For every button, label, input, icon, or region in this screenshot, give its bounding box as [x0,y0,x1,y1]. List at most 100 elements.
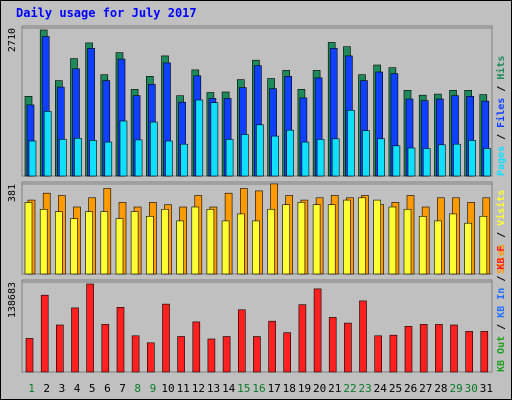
bar-visits-day-10 [161,209,169,275]
x-tick-label-day-20: 20 [313,382,326,395]
bar-visits-day-16 [252,220,260,275]
legend-separator: / [496,128,507,146]
x-tick-label-day-26: 26 [404,382,417,395]
bar-pages-day-29 [453,143,461,177]
legend-visits: Visits [495,190,507,226]
bar-visits-day-29 [449,213,457,275]
bar-kb-f-day-12 [192,321,201,373]
bar-visits-day-8 [130,211,139,275]
bar-kb-f-day-21 [328,317,337,373]
bar-pages-day-15 [241,134,249,177]
x-tick-label-day-11: 11 [177,382,190,395]
bar-visits-day-25 [388,206,397,275]
bar-pages-day-26 [407,147,416,177]
bar-visits-day-15 [237,213,245,275]
legend-kb-f: KB F [496,246,507,270]
bar-kb-f-day-31 [480,331,489,373]
x-tick-label-day-24: 24 [374,382,388,395]
bar-kb-f-day-23 [359,300,367,373]
x-tick-label-day-23: 23 [358,382,371,395]
x-tick-label-day-14: 14 [222,382,236,395]
legend-separator: / [496,318,507,336]
legend-panel-1: Pages / Files / Hits [495,56,507,176]
bar-pages-day-30 [468,140,477,177]
x-tick-label-day-6: 6 [104,382,111,395]
bar-visits-day-2 [39,209,48,275]
bar-visits-day-17 [267,209,275,275]
legend-separator: / [496,226,507,244]
x-tick-label-day-12: 12 [192,382,205,395]
bar-visits-day-3 [54,211,63,275]
bar-kb-f-day-5 [86,283,94,373]
bar-visits-day-30 [464,222,473,275]
legend-separator: / [496,80,507,98]
bar-kb-f-day-13 [207,338,216,373]
y-max-label-2: 381 [7,184,18,202]
x-tick-label-day-28: 28 [434,382,447,395]
bar-visits-day-11 [176,220,184,275]
x-tick-label-day-13: 13 [207,382,220,395]
bar-pages-day-11 [180,143,188,177]
x-tick-label-day-22: 22 [343,382,356,395]
bar-pages-day-23 [362,130,370,177]
bar-visits-day-7 [115,218,124,275]
bar-kb-f-day-10 [162,303,170,373]
x-tick-label-day-29: 29 [449,382,462,395]
x-tick-label-day-17: 17 [268,382,281,395]
bar-kb-f-day-26 [404,325,413,373]
bar-pages-day-1 [28,140,37,177]
bar-pages-day-13 [210,102,219,177]
bar-visits-day-28 [434,220,442,275]
x-tick-label-day-25: 25 [389,382,402,395]
x-tick-label-day-21: 21 [328,382,341,395]
bar-visits-day-18 [282,204,291,275]
x-tick-label-day-3: 3 [59,382,66,395]
bar-pages-day-8 [134,139,143,177]
x-tick-label-day-7: 7 [119,382,126,395]
bar-pages-day-17 [271,135,279,177]
bar-pages-day-25 [392,145,401,177]
bar-visits-day-26 [403,209,412,275]
x-tick-label-day-1: 1 [28,382,35,395]
x-tick-label-day-19: 19 [298,382,311,395]
bar-pages-day-18 [286,129,295,177]
y-max-label-3: 138683 [7,282,18,318]
legend-pages: Pages [496,146,507,176]
bar-pages-day-31 [483,148,492,177]
bar-pages-day-21 [331,138,340,177]
bar-visits-day-5 [85,211,93,275]
x-tick-label-day-27: 27 [419,382,432,395]
chart-title: Daily usage for July 2017 [16,6,197,20]
bar-kb-f-day-29 [450,324,458,373]
bar-visits-day-31 [479,216,488,275]
bar-kb-f-day-6 [101,324,110,373]
bar-pages-day-20 [316,139,325,177]
bar-kb-f-day-15 [238,309,246,373]
x-tick-label-day-2: 2 [43,382,50,395]
bar-pages-day-28 [438,144,446,177]
bar-pages-day-24 [377,138,386,177]
x-tick-label-day-8: 8 [134,382,141,395]
bar-kb-f-day-11 [177,336,185,373]
bar-pages-day-4 [74,138,82,177]
legend-separator: / [496,270,507,288]
bar-kb-f-day-8 [131,335,140,373]
bar-kb-f-day-28 [435,324,443,373]
legend-panel-2: Sites / Visits [495,190,507,274]
x-tick-label-day-9: 9 [150,382,157,395]
x-tick-label-day-16: 16 [252,382,265,395]
bar-pages-day-2 [43,111,52,177]
bar-kb-f-day-17 [268,320,276,373]
legend-sites: Sites [495,244,507,274]
bar-visits-day-13 [206,209,215,275]
bar-visits-day-4 [70,218,78,275]
x-tick-label-day-4: 4 [74,382,81,395]
bar-kb-f-day-16 [253,336,261,373]
bar-pages-day-12 [195,99,204,177]
bar-kb-f-day-14 [222,336,231,373]
legend-hits: Hits [495,56,507,80]
bar-pages-day-27 [422,148,431,177]
bar-kb-f-day-3 [55,324,64,373]
x-tick-label-day-30: 30 [465,382,478,395]
bar-visits-day-21 [327,204,336,275]
